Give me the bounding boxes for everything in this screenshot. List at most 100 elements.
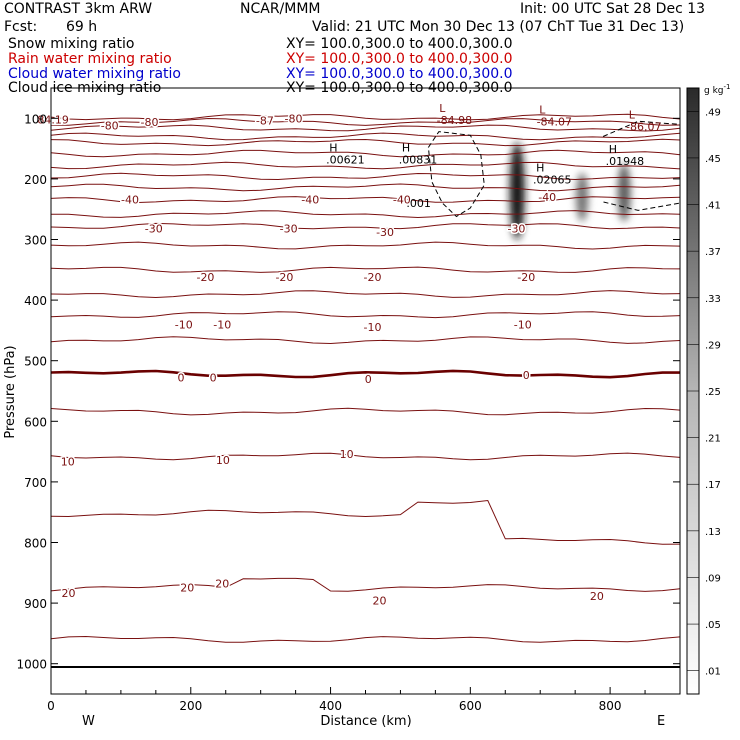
y-tick-label-2: 300 [24, 234, 47, 248]
contour-label-14: -20 [364, 271, 382, 284]
y-tick-label-6: 700 [24, 476, 47, 490]
y-tick-label-0: 100 [24, 112, 47, 126]
contour-label-28: 20 [180, 581, 194, 594]
temperature-contour-22 [50, 635, 681, 643]
temperature-contour-6 [50, 161, 681, 170]
colorbar-unit: g kg-1 [704, 83, 730, 96]
extremum-value-5: .02065 [533, 174, 572, 187]
temperature-contour-0 [50, 113, 681, 121]
x-tick-label-0: 0 [47, 699, 55, 713]
y-tick-label-7: 800 [24, 537, 47, 551]
ice-label-0: .001 [406, 197, 431, 210]
y-tick-label-9: 1000 [16, 658, 47, 672]
temperature-contour-7 [50, 172, 681, 181]
field-cloud-water-name: Cloud water mixing ratio [8, 66, 181, 82]
extremum-5: H.02065 [533, 162, 572, 187]
field-rain-name: Rain water mixing ratio [8, 51, 172, 67]
contour-label-6: -40 [301, 194, 319, 207]
extremum-value-4: .00831 [399, 154, 438, 167]
x-tick-label-1: 200 [179, 699, 202, 713]
y-tick-label-3: 400 [24, 294, 47, 308]
field-rain-xy: XY= 100.0,300.0 to 400.0,300.0 [286, 51, 513, 67]
contour-label-30: 20 [372, 595, 386, 608]
contour-label-22: 0 [365, 373, 372, 386]
extremum-type-3: H [329, 142, 337, 155]
temperature-contour-1 [50, 117, 681, 126]
temperature-contour-15 [50, 311, 681, 319]
temperature-contour-10 [51, 210, 681, 219]
temperature-contour-3 [50, 132, 681, 141]
extremum-2: L-86.07 [626, 108, 661, 133]
contour-label-9: -30 [280, 223, 298, 236]
forecast-value: 69 h [66, 19, 98, 35]
contour-label-8: -30 [145, 223, 163, 236]
extremum-value-3: .00621 [326, 154, 365, 167]
contour-label-18: -10 [364, 321, 382, 334]
contour-label-15: -20 [517, 271, 535, 284]
valid-time: Valid: 21 UTC Mon 30 Dec 13 (07 ChT Tue … [312, 19, 685, 35]
temperature-contour-16 [50, 336, 681, 345]
contour-label-17: -10 [213, 318, 231, 331]
contour-label-4: -80 [285, 112, 303, 125]
y-axis-title: Pressure (hPa) [3, 345, 18, 438]
contour-label-23: 0 [523, 369, 530, 382]
temperature-contour-21 [50, 577, 681, 592]
x-tick-label-3: 600 [459, 699, 482, 713]
extremum-type-5: H [536, 162, 544, 175]
colorbar-tick-label-3: .13 [705, 527, 721, 538]
field-cloud-water-xy: XY= 100.0,300.0 to 400.0,300.0 [286, 66, 513, 82]
temperature-contour-14 [50, 290, 681, 299]
extremum-type-6: H [609, 143, 617, 156]
extremum-3: H.00621 [326, 142, 365, 167]
extremum-6: H.01948 [606, 143, 645, 168]
temperature-contour-5 [50, 149, 681, 158]
y-tick-label-4: 500 [24, 355, 47, 369]
extremum-4: H.00831 [399, 142, 438, 167]
contour-label-21: 0 [210, 372, 217, 385]
colorbar-tick-label-4: .17 [705, 480, 721, 491]
extremum-value-6: .01948 [606, 155, 645, 168]
contour-label-19: -10 [514, 318, 532, 331]
contour-label-13: -20 [275, 271, 293, 284]
colorbar-tick-label-12: .49 [705, 107, 721, 118]
colorbar-tick-label-7: .29 [705, 340, 721, 351]
contour-label-29: 20 [215, 578, 229, 591]
contour-label-2: -80 [101, 120, 119, 133]
extremum-value-2: -86.07 [626, 120, 661, 133]
colorbar-tick-label-0: .01 [705, 667, 721, 678]
colorbar-tick-label-11: .45 [705, 154, 721, 165]
temperature-contour-19 [50, 452, 681, 461]
x-axis-east-label: E [657, 714, 665, 729]
extremum-value-0: -84.98 [437, 114, 472, 127]
temperature-contour-9 [50, 196, 681, 204]
contour-label-26: 10 [340, 448, 354, 461]
temperature-contour-17 [50, 369, 680, 379]
y-tick-label-1: 200 [24, 173, 47, 187]
cloud-ice-contour-0 [427, 131, 485, 218]
contour-label-0: -80 [141, 116, 159, 129]
extremum-type-2: L [629, 108, 636, 121]
colorbar: g kg-1 .01 .05 .09 .13 .17 .21 .25 .29 .33 .37 .41… [686, 83, 730, 695]
contour-label-24: 10 [61, 455, 75, 468]
field-snow-name: Snow mixing ratio [8, 36, 135, 52]
temperature-contour-11 [50, 222, 681, 230]
contour-label-25: 10 [216, 454, 230, 467]
temperature-contour-2 [50, 124, 681, 132]
model-title: CONTRAST 3km ARW [4, 1, 153, 17]
extremum-type-0: L [439, 102, 446, 115]
organization: NCAR/MMM [240, 1, 321, 17]
extremum-1: L-84.07 [537, 103, 572, 128]
forecast-label: Fcst: [4, 19, 38, 35]
extremum-value-1: -84.07 [537, 115, 572, 128]
colorbar-tick-label-9: .37 [705, 247, 721, 258]
contour-label-11: -30 [507, 223, 525, 236]
contour-label-27: 20 [61, 587, 75, 600]
temperature-contour-18 [50, 407, 681, 416]
contour-label-3: -87 [256, 115, 274, 128]
snow-shading-0 [509, 142, 525, 240]
y-tick-label-8: 900 [24, 597, 47, 611]
contour-label-5: -40 [121, 194, 139, 207]
colorbar-tick-label-2: .09 [705, 573, 721, 584]
x-tick-label-4: 800 [599, 699, 622, 713]
